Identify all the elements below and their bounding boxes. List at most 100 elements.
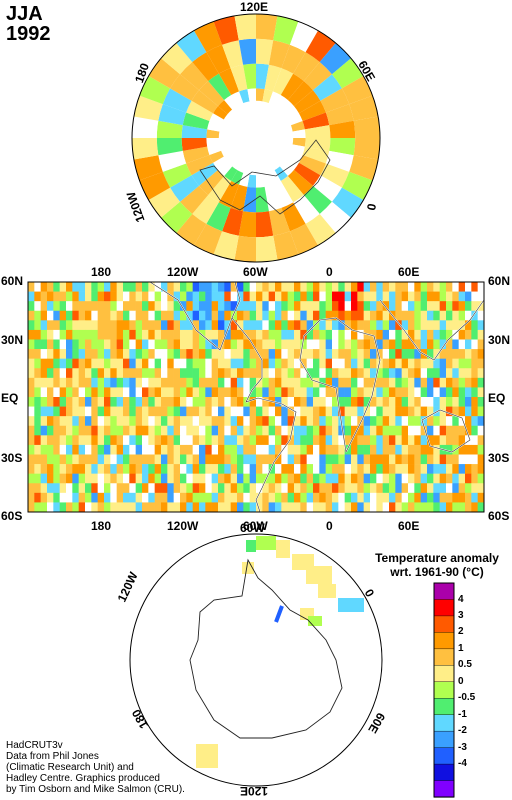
anomaly-cell <box>313 454 320 465</box>
anomaly-cell <box>325 320 333 331</box>
anomaly-cell <box>123 444 130 455</box>
anomaly-cell <box>427 464 434 474</box>
anomaly-cell <box>313 377 320 388</box>
anomaly-cell <box>78 502 86 513</box>
polar-cell <box>182 146 210 164</box>
anomaly-cell <box>382 310 390 321</box>
anomaly-cell <box>319 464 326 474</box>
polar-cell <box>246 540 256 552</box>
anomaly-cell <box>401 492 409 503</box>
anomaly-cell <box>306 291 314 302</box>
polar-cell <box>133 95 163 121</box>
anomaly-cell <box>34 406 41 417</box>
anomaly-cell <box>294 320 301 331</box>
anomaly-cell <box>72 387 79 398</box>
anomaly-cell <box>180 397 187 407</box>
anomaly-cell <box>218 387 225 398</box>
anomaly-cell <box>268 387 276 398</box>
anomaly-cell <box>477 301 485 312</box>
anomaly-cell <box>129 377 136 388</box>
anomaly-cell <box>218 320 225 331</box>
anomaly-cell <box>262 454 269 465</box>
anomaly-cell <box>47 368 54 379</box>
polar-cell <box>264 64 282 92</box>
polar-cell <box>302 112 330 130</box>
anomaly-cell <box>34 358 41 369</box>
anomaly-cell <box>300 320 307 331</box>
anomaly-cell <box>294 397 301 407</box>
legend-swatch <box>433 648 455 666</box>
anomaly-cell <box>395 349 402 359</box>
anomaly-cell <box>66 329 73 340</box>
anomaly-cell <box>199 454 206 465</box>
anomaly-cell <box>34 473 41 484</box>
anomaly-cell <box>294 473 301 484</box>
anomaly-cell <box>408 454 415 465</box>
anomaly-cell <box>224 368 231 379</box>
anomaly-cell <box>91 397 98 407</box>
anomaly-cell <box>129 339 136 350</box>
anomaly-cell <box>28 416 35 427</box>
anomaly-cell <box>465 483 472 494</box>
anomaly-cell <box>439 464 447 474</box>
anomaly-cell <box>439 425 447 436</box>
anomaly-cell <box>262 492 269 503</box>
anomaly-cell <box>313 291 320 302</box>
anomaly-cell <box>167 397 174 407</box>
anomaly-cell <box>28 377 35 388</box>
anomaly-cell <box>287 301 295 312</box>
anomaly-cell <box>344 368 352 379</box>
anomaly-cell <box>300 301 307 312</box>
anomaly-cell <box>262 397 269 407</box>
longitude-label: 180 <box>91 265 112 279</box>
anomaly-cell <box>142 329 149 340</box>
anomaly-cell <box>446 282 453 292</box>
anomaly-cell <box>306 502 314 513</box>
anomaly-cell <box>477 329 485 340</box>
anomaly-cell <box>338 377 345 388</box>
anomaly-cell <box>395 377 402 388</box>
anomaly-cell <box>154 444 162 455</box>
anomaly-cell <box>249 502 257 513</box>
polar-cell <box>243 63 256 90</box>
anomaly-cell <box>116 310 124 321</box>
anomaly-cell <box>465 454 472 465</box>
anomaly-cell <box>167 339 174 350</box>
anomaly-cell <box>332 473 339 484</box>
anomaly-cell <box>446 416 453 427</box>
anomaly-cell <box>154 301 162 312</box>
anomaly-cell <box>332 502 339 513</box>
anomaly-cell <box>281 329 288 340</box>
polar-cell <box>331 187 364 218</box>
anomaly-cell <box>53 358 60 369</box>
anomaly-cell <box>59 464 67 474</box>
anomaly-cell <box>28 301 35 312</box>
polar-cell <box>218 68 240 96</box>
anomaly-cell <box>66 435 73 446</box>
anomaly-cell <box>85 464 92 474</box>
polar-cell <box>293 90 321 114</box>
anomaly-cell <box>186 339 193 350</box>
anomaly-cell <box>408 387 415 398</box>
anomaly-cell <box>173 301 181 312</box>
anomaly-cell <box>47 444 54 455</box>
anomaly-cell <box>97 368 105 379</box>
anomaly-cell <box>376 349 383 359</box>
anomaly-cell <box>34 502 41 513</box>
anomaly-cell <box>401 473 409 484</box>
anomaly-cell <box>28 339 35 350</box>
anomaly-cell <box>287 377 295 388</box>
anomaly-cell <box>401 349 409 359</box>
anomaly-cell <box>294 387 301 398</box>
anomaly-cell <box>370 492 377 503</box>
anomaly-cell <box>53 435 60 446</box>
anomaly-cell <box>370 483 377 494</box>
anomaly-cell <box>173 339 181 350</box>
anomaly-cell <box>275 291 282 302</box>
anomaly-cell <box>53 310 60 321</box>
anomaly-cell <box>116 483 124 494</box>
anomaly-cell <box>433 492 440 503</box>
anomaly-cell <box>262 444 269 455</box>
anomaly-cell <box>28 368 35 379</box>
anomaly-cell <box>91 444 98 455</box>
